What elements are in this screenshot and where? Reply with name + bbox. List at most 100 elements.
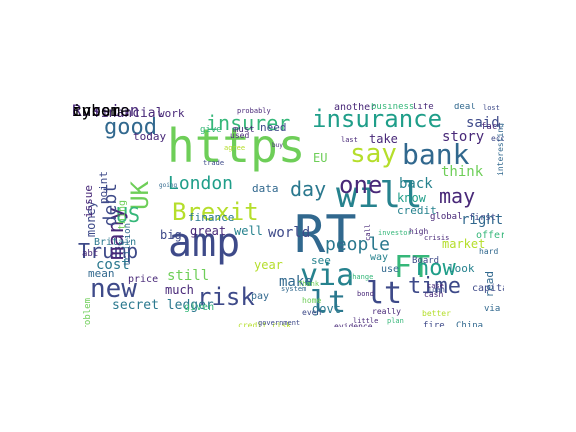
cloud-word: even (302, 308, 322, 317)
cloud-word: must (233, 125, 255, 135)
cloud-word: know (397, 191, 426, 205)
cloud-word: US (116, 203, 141, 227)
cloud-word: used (230, 131, 250, 140)
cloud-word: little (353, 317, 379, 325)
cloud-word: FT (394, 250, 431, 285)
cloud-word: point (97, 171, 110, 205)
cloud-word: agree (224, 144, 246, 152)
cloud-word: cyber (72, 103, 121, 120)
cloud-word: evidence (334, 322, 373, 328)
cloud-word: loan (428, 286, 445, 294)
cloud-word: home (302, 296, 322, 305)
cloud-word: year (254, 258, 283, 272)
cloud-word: going (159, 182, 178, 189)
cloud-word: via (484, 304, 501, 314)
cloud-word: work (158, 107, 185, 120)
cloud-word: now (416, 256, 456, 281)
cloud-word: capital (472, 283, 504, 294)
cloud-word: mean (88, 267, 115, 280)
cloud-word: look (448, 262, 475, 275)
cloud-word: well (234, 224, 263, 238)
cloud-word: economic (491, 134, 504, 143)
cloud-word: new (90, 274, 137, 304)
cloud-word: given (184, 302, 215, 313)
cloud-word: crisis (424, 234, 450, 242)
cloud-word: will (336, 175, 423, 216)
cloud-word: offer (476, 230, 504, 241)
cloud-word: London (168, 173, 234, 194)
cloud-word: EU (313, 151, 328, 165)
cloud-word: insurance (312, 105, 443, 133)
cloud-word: global (430, 212, 463, 222)
cloud-word: bond (357, 290, 374, 298)
cloud-word: probably (237, 107, 271, 115)
cloud-word: one (339, 171, 383, 199)
cloud-word: life (412, 103, 434, 112)
cloud-word: people (325, 234, 391, 255)
cloud-word: right (461, 212, 504, 228)
cloud-word: good (104, 115, 157, 140)
cloud-word: cost (96, 257, 130, 273)
cloud-word: bank (402, 138, 470, 171)
cloud-word: insurer (206, 111, 291, 135)
cloud-word: lt (310, 285, 347, 320)
cloud-word: call (364, 224, 372, 241)
cloud-word: investor (378, 229, 412, 237)
cloud-word: lost (483, 104, 500, 112)
cloud-word: risk (197, 283, 255, 311)
cloud-word: pay (251, 291, 270, 302)
cloud-word: time (408, 274, 461, 299)
cloud-word: think (441, 164, 484, 180)
cloud-word: really (372, 307, 401, 316)
cloud-word: day (290, 177, 327, 201)
cloud-word: https (167, 119, 306, 173)
cloud-word: trillion (123, 223, 133, 267)
cloud-word: say (350, 139, 397, 169)
cloud-word: abt (82, 249, 99, 259)
cloud-word: buy (272, 142, 283, 149)
cloud-word: via (300, 258, 355, 293)
cloud-word: government (258, 319, 301, 327)
cloud-word: much (165, 283, 194, 297)
cloud-word: case (427, 282, 444, 290)
cloud-word: back (399, 176, 433, 192)
cloud-word: system (281, 285, 307, 293)
cloud-word: income (72, 103, 130, 120)
cloud-word: Trump (78, 239, 139, 263)
cloud-word: better (422, 309, 451, 318)
cloud-word: world (268, 225, 311, 241)
cloud-word: Thank (298, 280, 320, 288)
cloud-word: need (260, 121, 287, 134)
cloud-word: change (348, 273, 374, 281)
cloud-word: China (456, 321, 484, 328)
cloud-word: business (371, 103, 415, 112)
cloud-word: amp (168, 220, 241, 266)
cloud-word: may (439, 184, 476, 208)
cloud-word: interesting (496, 123, 504, 176)
cloud-word: problem (83, 298, 93, 327)
cloud-word: Britain (94, 237, 137, 248)
cloud-word: great (190, 224, 227, 238)
cloud-word: another (334, 103, 377, 113)
cloud-word: trade (203, 159, 225, 167)
cloud-word: first (469, 213, 497, 223)
cloud-word: market (442, 237, 486, 251)
cloud-word: big (160, 228, 182, 242)
cloud-word: data (252, 182, 279, 195)
cloud-word: high (409, 227, 429, 236)
cloud-word: lt (366, 276, 403, 311)
cloud-word: Brexit (172, 198, 259, 226)
cloud-word: make (279, 274, 313, 290)
cloud-word: give (200, 125, 222, 135)
cloud-word: use (381, 264, 400, 275)
cloud-word: today (133, 130, 167, 143)
cloud-word: RT (294, 205, 357, 265)
cloud-word: fact (481, 122, 503, 132)
cloud-word: story (442, 129, 485, 145)
cloud-word: said (466, 115, 500, 131)
cloud-word: Board (412, 256, 440, 266)
cloud-word: last (341, 136, 358, 144)
cloud-word: Russian (72, 103, 140, 120)
cloud-word: govt (312, 302, 341, 316)
cloud-word: cash (424, 290, 444, 299)
